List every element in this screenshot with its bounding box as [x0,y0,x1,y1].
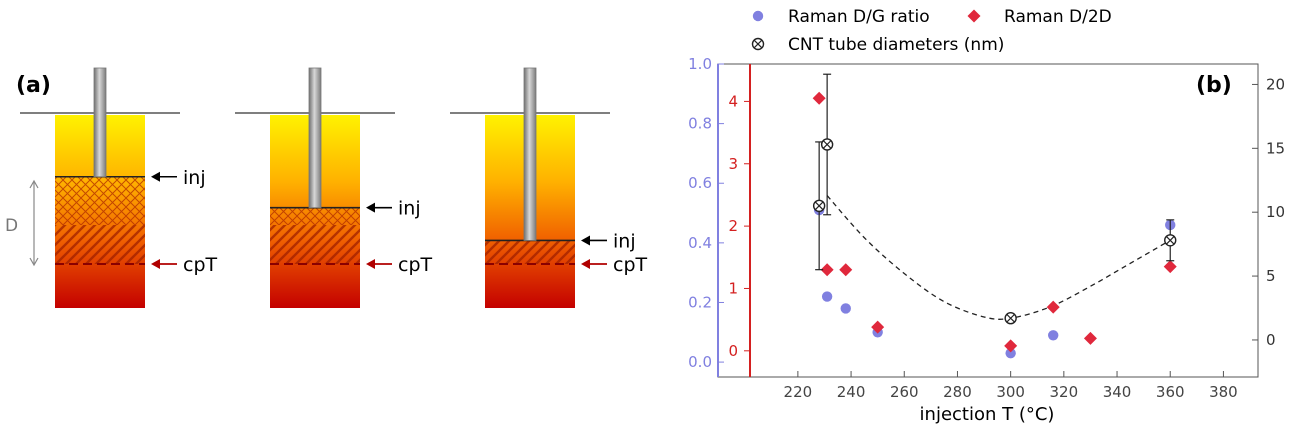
legend-entry: Raman D/G ratio [752,7,930,27]
diam-tick-label: 0 [1266,331,1276,349]
legend-marker [752,10,764,22]
tube-diameter-axis: 0 5 10 15 20 [1252,75,1285,349]
data-point [871,320,885,334]
x-axis-title: injection T (°C) [920,404,1055,425]
legend-marker [967,9,981,23]
inj-arrow-head [581,235,590,246]
plot-area-frame [717,63,1259,378]
legend-label: Raman D/G ratio [788,7,930,27]
inj-label: inj [613,230,636,252]
legend-marker [751,37,765,51]
legend-label: CNT tube diameters (nm) [788,35,1004,55]
dg-ratio-axis: 0.0 0.2 0.4 0.6 0.8 1.0 [688,55,724,377]
x-tick-label: 380 [1209,383,1238,401]
x-tick-label: 240 [837,383,866,401]
injection-rod [93,67,107,178]
data-point [840,303,851,314]
cpt-arrow-head [366,259,375,269]
data-point [812,199,826,213]
diagonal-hatch-zone [55,225,145,264]
diam-tick-label: 10 [1266,203,1285,221]
legend-entry: CNT tube diameters (nm) [751,35,1004,55]
x-tick-label: 300 [996,383,1025,401]
crosshatch-zone [55,176,145,225]
legend-label: Raman D/2D [1004,7,1112,27]
data-point [812,91,826,105]
inj-label: inj [398,198,421,220]
data-point [820,138,834,151]
cpt-label: cpT [398,254,433,276]
d2d-tick-label: 2 [728,217,738,235]
x-tick-label: 360 [1156,383,1185,401]
trend-layer [826,195,1171,320]
data-point [1004,339,1018,353]
x-tick-label: 320 [1050,383,1079,401]
cpt-arrow-head [581,259,590,269]
inj-label: inj [183,167,206,189]
diagonal-hatch-zone [485,240,575,264]
d2d-tick-label: 0 [728,342,738,360]
series-cnt-tube-diameters-nm- [812,73,1177,325]
x-tick-label: 220 [784,383,813,401]
dg-tick-label: 0.2 [688,293,712,311]
diam-tick-label: 5 [1266,267,1276,285]
diam-tick-label: 20 [1266,75,1285,93]
data-point [1046,300,1060,314]
crosshatch-zone [270,207,360,225]
trend-curve [826,195,1171,320]
dg-tick-label: 0.6 [688,174,712,192]
cpt-label: cpT [613,254,648,276]
injection-rod [523,67,537,241]
data-point [1083,331,1097,345]
dg-tick-label: 0.8 [688,115,712,133]
injection-rod [308,67,322,209]
marker-cross [1006,314,1015,323]
x-tick-label: 260 [890,383,919,401]
dg-tick-label: 1.0 [688,55,712,73]
d2d-ratio-axis: 0 1 2 3 4 [728,64,751,377]
data-point [1005,347,1016,359]
marker-cross [1166,236,1175,245]
injection-column-2: inj cpT [235,67,433,308]
x-tick-label: 280 [943,383,972,401]
data-point [839,263,853,277]
diam-tick-label: 15 [1266,139,1285,157]
dg-tick-label: 0.0 [688,353,712,371]
injection-column-1: inj cpT [20,67,218,308]
d2d-tick-label: 3 [728,155,738,173]
x-axis: 220 240 260 280 300 320 340 360 380 [784,371,1238,401]
d2d-tick-label: 4 [728,92,738,110]
panel-b-chart: 0.0 0.2 0.4 0.6 0.8 1.0 0 1 2 3 4 0 5 10 15 20 220 240… [688,7,1285,425]
data-point [1048,330,1059,341]
data-point [1163,260,1177,274]
series-raman-d-2d [812,91,1177,353]
data-marks [812,73,1177,359]
dg-tick-label: 0.4 [688,234,712,252]
marker-cross [753,39,763,49]
inj-arrow-head [151,171,160,182]
data-point [820,263,834,277]
panel-a-label: (a) [16,73,51,98]
marker-cross [823,140,832,149]
data-point [821,291,833,302]
depth-label: D [5,216,18,236]
d2d-tick-label: 1 [728,279,738,297]
cpt-label: cpT [183,254,218,276]
x-tick-label: 340 [1103,383,1132,401]
legend-entry: Raman D/2D [967,7,1112,27]
series-raman-d-g-ratio [813,204,1176,359]
panel-b-label: (b) [1196,73,1232,98]
data-point [1004,312,1017,325]
depth-dimension-arrow [29,179,39,267]
diagonal-hatch-zone [270,225,360,264]
cpt-arrow-head [151,259,160,269]
inj-arrow-head [366,202,375,213]
marker-cross [815,201,824,210]
data-point [1164,234,1177,247]
